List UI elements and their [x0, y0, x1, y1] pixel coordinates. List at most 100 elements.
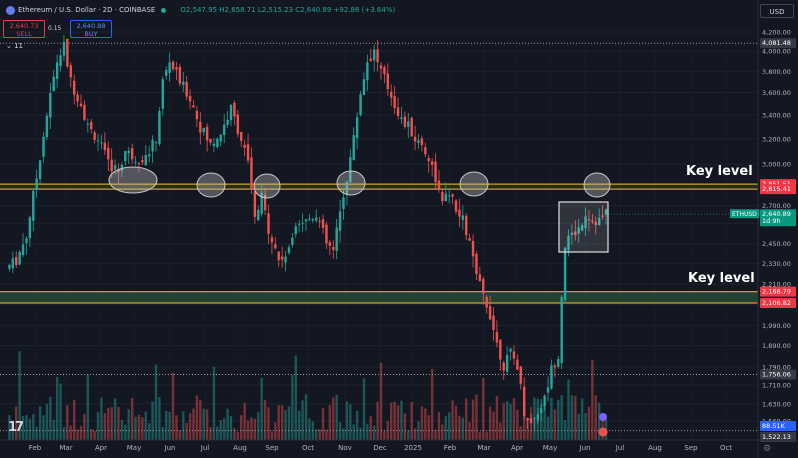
volume-bar [447, 412, 451, 440]
buy-button[interactable]: 2,640.88 BUY [70, 20, 112, 38]
candle-body [93, 132, 96, 140]
volume-bar [127, 409, 130, 440]
buy-label: BUY [84, 30, 98, 38]
volume-bar [335, 394, 338, 440]
candle-body [243, 144, 246, 148]
volume-bar [195, 395, 199, 440]
symbol-tag-text: ETHUSD [732, 211, 757, 218]
volume-bar [103, 413, 107, 440]
candle-body [495, 331, 499, 343]
candle-body [604, 209, 608, 215]
highlight-circle [583, 172, 611, 198]
volume-bar [144, 411, 147, 440]
candle-body [284, 256, 287, 263]
sell-button[interactable]: 2,640.73 SELL [3, 20, 45, 38]
time-tick-label: Jul [615, 444, 625, 452]
time-tick-label: Sep [684, 444, 698, 452]
candle-body [260, 192, 263, 214]
ohlc-high: H2,658.71 [219, 6, 256, 14]
key-level-label-bottom[interactable]: Key level [688, 271, 755, 286]
indicators-count: 11 [14, 42, 24, 50]
volume-bar [451, 400, 454, 440]
volume-bar [366, 423, 369, 440]
candle-body [72, 80, 76, 95]
drawing-shapes[interactable] [108, 166, 611, 437]
volume-bar [454, 405, 458, 440]
volume-bar [76, 429, 79, 440]
indicators-toggle[interactable]: ⌄ 11 [6, 42, 23, 50]
time-tick-label: Aug [233, 444, 247, 452]
time-tick-label: 2025 [404, 444, 422, 452]
ohlc-open: O2,547.95 [180, 6, 218, 14]
candle-body [461, 215, 465, 220]
volume-bar [274, 422, 277, 440]
volume-bar [304, 394, 308, 440]
volume-bar [584, 413, 587, 440]
candle-body [171, 61, 175, 70]
volume-bar [321, 407, 325, 440]
candle-body [437, 180, 441, 189]
candle-body [175, 67, 178, 70]
candle-body [49, 93, 52, 118]
candle-body [505, 354, 509, 372]
volume-bar [570, 395, 574, 440]
volume-bar [594, 395, 597, 440]
volume-bar [345, 401, 349, 440]
symbol-title[interactable]: Ethereum / U.S. Dollar · 2D · COINBASE [18, 6, 156, 14]
volume-bar [342, 428, 345, 440]
candle-body [86, 123, 90, 125]
price-tag-support-high: 2,168.79 [760, 286, 796, 297]
time-tick-label: Jul [200, 444, 210, 452]
candle-body [297, 223, 301, 225]
currency-selector[interactable]: USD [760, 4, 794, 18]
candle-body [212, 143, 216, 147]
candle-body [335, 227, 338, 251]
candle-body [277, 251, 280, 261]
volume-bar [158, 397, 161, 440]
candle-body [597, 217, 601, 226]
candle-body [137, 162, 141, 164]
price-axis[interactable]: 4,200.00 4,000.00 3,800.00 3,600.00 3,400.00… [730, 0, 796, 458]
candle-body [557, 359, 560, 367]
candle-body [328, 242, 332, 246]
volume-bar [154, 364, 158, 440]
price-tick-label: 4,200.00 [762, 29, 791, 37]
volume-bar [465, 398, 468, 440]
price-tag-resistance-high-text: 2,851.51 [762, 180, 791, 188]
resistance-zone [0, 184, 758, 190]
candle-body [76, 94, 79, 102]
volume-bar [250, 417, 253, 440]
candle-body [345, 181, 349, 196]
volume-bar [427, 415, 430, 440]
candle-body [134, 161, 137, 163]
volume-bar [21, 416, 25, 440]
candle-body [216, 138, 219, 147]
candle-body [512, 351, 516, 359]
price-tag-support-low-bg [760, 297, 796, 308]
time-axis[interactable]: Feb Mar Apr May Jun Jul Aug Sep Oct Nov Dec 2025 Feb… [0, 439, 798, 454]
candle-body [509, 348, 512, 352]
volume-bar [72, 399, 76, 440]
volume-bar [188, 413, 192, 440]
candle-body [120, 164, 124, 171]
candle-body [420, 138, 424, 146]
volume-bar [434, 429, 437, 440]
candle-body [427, 158, 430, 162]
candle-body [338, 211, 342, 231]
volume-bar [308, 418, 311, 440]
support-zone [0, 291, 758, 303]
candle-body [372, 49, 376, 61]
candle-body [383, 67, 386, 75]
key-level-label-top[interactable]: Key level [686, 164, 753, 179]
candle-body [529, 418, 533, 423]
volume-bar [471, 399, 475, 440]
volume-bar [83, 413, 86, 440]
volume-bar [376, 401, 379, 440]
volume-bar [352, 424, 355, 440]
volume-bar [557, 399, 560, 440]
volume-bar [529, 413, 533, 440]
volume-bar [509, 403, 512, 440]
key-zones [0, 42, 758, 432]
volume-bar [49, 396, 52, 440]
